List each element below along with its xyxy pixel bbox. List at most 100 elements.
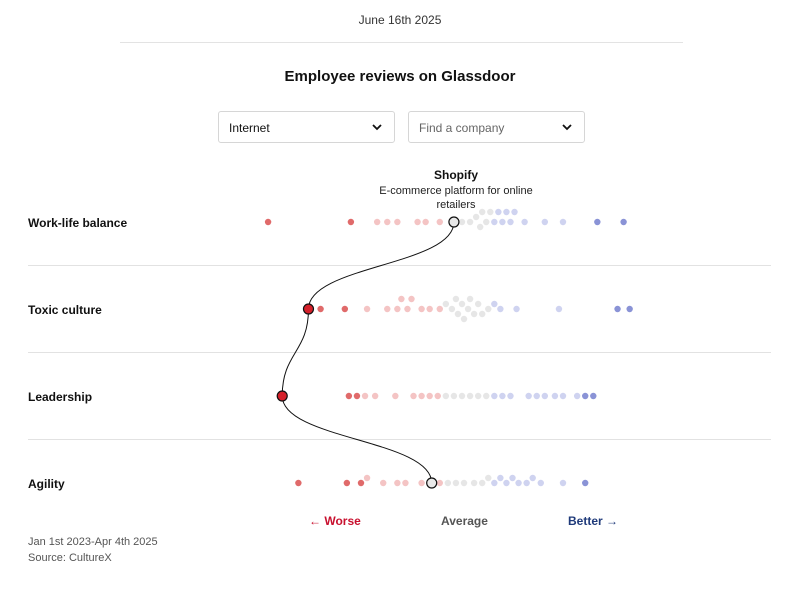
- company-dot-agility[interactable]: [402, 479, 409, 487]
- company-dot-toxic-culture[interactable]: [341, 305, 349, 313]
- company-dot-work-life-balance[interactable]: [483, 218, 490, 226]
- company-dot-leadership[interactable]: [582, 392, 589, 400]
- company-dot-leadership[interactable]: [466, 392, 474, 400]
- company-dot-leadership[interactable]: [525, 392, 532, 400]
- company-dot-work-life-balance[interactable]: [384, 218, 391, 226]
- company-dot-agility[interactable]: [491, 479, 498, 487]
- company-dot-agility[interactable]: [497, 474, 504, 482]
- company-dot-agility[interactable]: [582, 479, 589, 487]
- company-dot-leadership[interactable]: [559, 392, 567, 400]
- company-dot-leadership[interactable]: [426, 392, 433, 400]
- company-dot-agility[interactable]: [295, 479, 302, 487]
- company-dot-agility[interactable]: [479, 479, 486, 487]
- company-dot-toxic-culture[interactable]: [426, 305, 433, 313]
- company-dot-work-life-balance[interactable]: [495, 208, 502, 216]
- company-dot-leadership[interactable]: [345, 392, 353, 400]
- company-dot-toxic-culture[interactable]: [466, 295, 474, 303]
- company-dot-work-life-balance[interactable]: [487, 208, 494, 216]
- company-dot-toxic-culture[interactable]: [448, 305, 456, 313]
- company-dot-leadership[interactable]: [573, 392, 581, 400]
- company-dot-work-life-balance[interactable]: [511, 208, 518, 216]
- company-dot-leadership[interactable]: [507, 392, 514, 400]
- company-dot-toxic-culture[interactable]: [394, 305, 401, 313]
- company-dot-work-life-balance[interactable]: [499, 218, 506, 226]
- company-dot-work-life-balance[interactable]: [491, 218, 498, 226]
- company-dot-agility[interactable]: [418, 479, 425, 487]
- company-dot-work-life-balance[interactable]: [594, 218, 601, 226]
- company-dot-work-life-balance[interactable]: [436, 218, 443, 226]
- company-dot-work-life-balance[interactable]: [422, 218, 429, 226]
- company-dot-agility[interactable]: [559, 479, 567, 487]
- company-dot-agility[interactable]: [343, 479, 351, 487]
- company-dot-leadership[interactable]: [483, 392, 490, 400]
- company-dot-work-life-balance[interactable]: [476, 223, 484, 231]
- company-dot-leadership[interactable]: [590, 392, 597, 400]
- company-dot-work-life-balance[interactable]: [472, 213, 480, 221]
- highlight-marker-toxic-culture[interactable]: [302, 303, 315, 315]
- company-dot-work-life-balance[interactable]: [507, 218, 514, 226]
- company-dot-leadership[interactable]: [353, 392, 361, 400]
- company-dot-toxic-culture[interactable]: [458, 300, 466, 308]
- company-dot-toxic-culture[interactable]: [460, 315, 468, 323]
- company-dot-toxic-culture[interactable]: [317, 305, 324, 313]
- company-dot-agility[interactable]: [523, 479, 530, 487]
- company-dot-toxic-culture[interactable]: [614, 305, 621, 313]
- company-dot-work-life-balance[interactable]: [347, 218, 355, 226]
- company-dot-agility[interactable]: [460, 479, 468, 487]
- company-dot-leadership[interactable]: [551, 392, 559, 400]
- company-dot-agility[interactable]: [485, 474, 492, 482]
- company-dot-work-life-balance[interactable]: [414, 218, 421, 226]
- company-dot-agility[interactable]: [515, 479, 522, 487]
- company-dot-agility[interactable]: [470, 479, 478, 487]
- company-dot-leadership[interactable]: [361, 392, 369, 400]
- company-dot-leadership[interactable]: [371, 392, 379, 400]
- company-dot-toxic-culture[interactable]: [479, 310, 486, 318]
- company-dot-agility[interactable]: [357, 479, 365, 487]
- company-dot-toxic-culture[interactable]: [404, 305, 411, 313]
- company-dot-work-life-balance[interactable]: [458, 218, 466, 226]
- company-dot-leadership[interactable]: [442, 392, 450, 400]
- company-dot-leadership[interactable]: [533, 392, 540, 400]
- company-dot-agility[interactable]: [436, 479, 443, 487]
- company-dot-leadership[interactable]: [392, 392, 399, 400]
- company-dot-toxic-culture[interactable]: [363, 305, 371, 313]
- company-dot-leadership[interactable]: [458, 392, 466, 400]
- company-dot-toxic-culture[interactable]: [497, 305, 504, 313]
- company-dot-toxic-culture[interactable]: [474, 300, 482, 308]
- company-dot-toxic-culture[interactable]: [452, 295, 460, 303]
- company-dot-toxic-culture[interactable]: [485, 305, 492, 313]
- company-dot-toxic-culture[interactable]: [454, 310, 462, 318]
- company-dot-work-life-balance[interactable]: [264, 218, 272, 226]
- company-dot-agility[interactable]: [509, 474, 516, 482]
- company-dot-work-life-balance[interactable]: [559, 218, 567, 226]
- company-dot-agility[interactable]: [537, 479, 544, 487]
- company-dot-toxic-culture[interactable]: [470, 310, 478, 318]
- company-dot-agility[interactable]: [363, 474, 371, 482]
- company-dot-toxic-culture[interactable]: [626, 305, 633, 313]
- company-dot-work-life-balance[interactable]: [503, 208, 510, 216]
- company-dot-leadership[interactable]: [499, 392, 506, 400]
- company-dot-agility[interactable]: [394, 479, 401, 487]
- highlight-marker-leadership[interactable]: [276, 390, 288, 402]
- company-dot-leadership[interactable]: [541, 392, 549, 400]
- company-dot-agility[interactable]: [452, 479, 460, 487]
- company-dot-toxic-culture[interactable]: [555, 305, 563, 313]
- company-dot-leadership[interactable]: [450, 392, 458, 400]
- company-dot-toxic-culture[interactable]: [442, 300, 450, 308]
- company-dot-agility[interactable]: [529, 474, 536, 482]
- highlight-marker-work-life-balance[interactable]: [448, 216, 460, 228]
- company-dot-leadership[interactable]: [434, 392, 441, 400]
- company-dot-work-life-balance[interactable]: [620, 218, 627, 226]
- company-dot-work-life-balance[interactable]: [541, 218, 549, 226]
- company-dot-leadership[interactable]: [491, 392, 498, 400]
- company-dot-toxic-culture[interactable]: [513, 305, 520, 313]
- company-dot-work-life-balance[interactable]: [394, 218, 401, 226]
- company-dot-agility[interactable]: [503, 479, 510, 487]
- company-dot-toxic-culture[interactable]: [398, 295, 405, 303]
- company-dot-agility[interactable]: [444, 479, 452, 487]
- industry-select[interactable]: Internet: [218, 111, 395, 143]
- company-dot-toxic-culture[interactable]: [464, 305, 472, 313]
- company-dot-work-life-balance[interactable]: [373, 218, 381, 226]
- company-dot-toxic-culture[interactable]: [491, 300, 498, 308]
- company-dot-leadership[interactable]: [474, 392, 482, 400]
